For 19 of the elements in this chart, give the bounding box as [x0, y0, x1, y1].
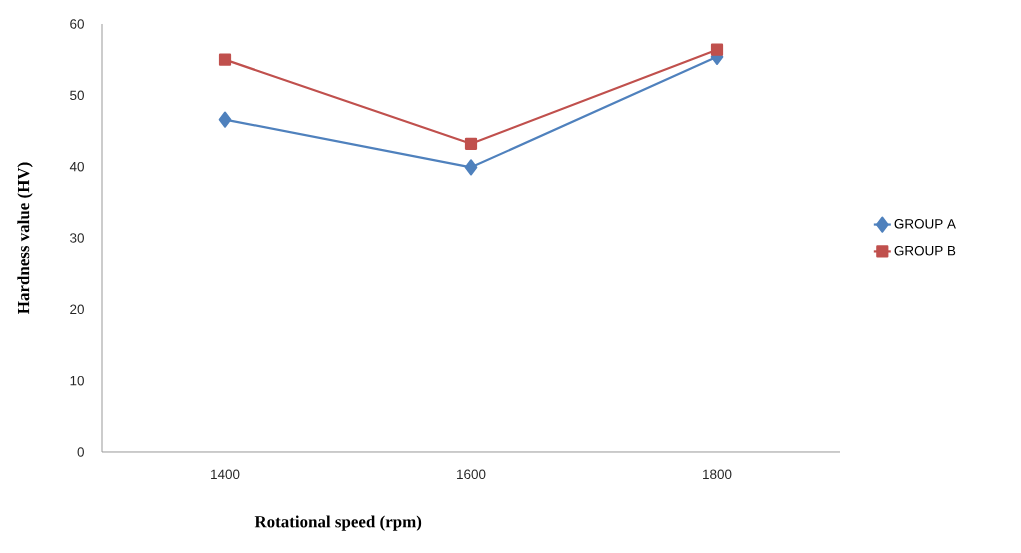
y-tick-label: 20: [70, 304, 84, 315]
y-tick-label: 30: [70, 233, 84, 243]
point: [464, 137, 478, 150]
point: [710, 43, 724, 56]
legend-label: GROUP B: [894, 245, 956, 256]
point: [218, 111, 232, 128]
y-tick-label: 40: [69, 161, 84, 172]
x-tick-label: 1600: [457, 469, 486, 480]
y-tick-label: 10: [70, 375, 84, 386]
x-axis-title: Rotational speed (rpm): [254, 515, 422, 531]
x-tick-label: 1400: [211, 469, 240, 480]
y-tick-label: 50: [70, 90, 84, 101]
point: [464, 159, 478, 176]
point: [218, 53, 232, 66]
y-tick-label: 0: [77, 447, 84, 457]
x-tick-label: 1800: [703, 469, 732, 480]
legend-label: GROUP A: [894, 219, 956, 229]
y-axis-title: Hardness value (HV): [17, 162, 33, 314]
y-tick-label: 60: [70, 19, 84, 29]
